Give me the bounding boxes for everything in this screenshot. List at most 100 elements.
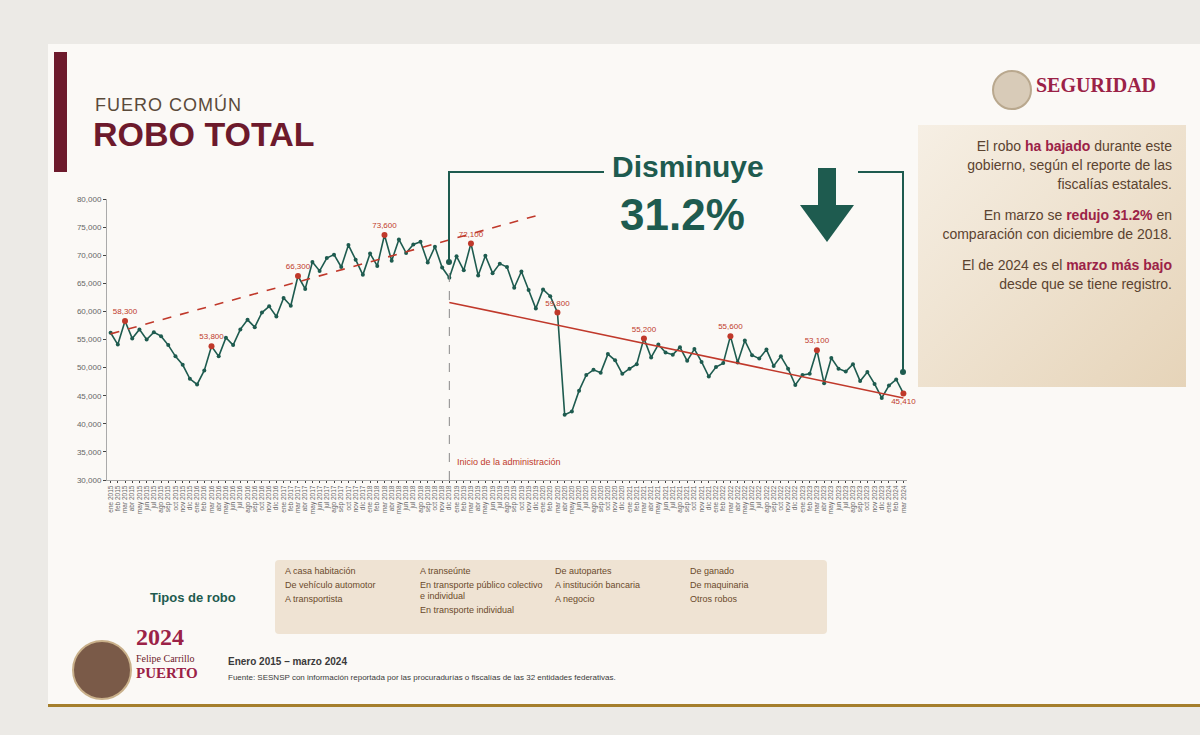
svg-text:jul 2017: jul 2017 — [323, 485, 331, 509]
svg-text:jul 2022: jul 2022 — [755, 485, 763, 509]
svg-text:55,600: 55,600 — [718, 322, 743, 331]
svg-text:dic 2017: dic 2017 — [359, 485, 366, 510]
svg-text:abr 2019: abr 2019 — [474, 485, 481, 511]
svg-text:ago 2019: ago 2019 — [503, 485, 511, 512]
svg-text:ago 2017: ago 2017 — [330, 485, 338, 512]
svg-text:may 2019: may 2019 — [481, 485, 489, 514]
svg-text:80,000: 80,000 — [77, 195, 102, 204]
svg-text:jun 2020: jun 2020 — [575, 485, 583, 511]
svg-text:feb 2023: feb 2023 — [806, 485, 813, 511]
svg-text:ene 2023: ene 2023 — [799, 485, 806, 512]
svg-text:nov 2016: nov 2016 — [265, 485, 272, 512]
svg-text:ago 2022: ago 2022 — [763, 485, 771, 512]
svg-text:sep 2018: sep 2018 — [424, 485, 432, 512]
svg-text:sep 2017: sep 2017 — [337, 485, 345, 512]
svg-text:feb 2018: feb 2018 — [373, 485, 380, 511]
svg-text:ene 2016: ene 2016 — [193, 485, 200, 512]
svg-text:jun 2018: jun 2018 — [402, 485, 410, 511]
svg-text:oct 2017: oct 2017 — [345, 485, 352, 510]
svg-text:mar 2021: mar 2021 — [640, 485, 647, 513]
svg-text:ene 2020: ene 2020 — [539, 485, 546, 512]
svg-text:may 2021: may 2021 — [654, 485, 662, 514]
svg-text:feb 2016: feb 2016 — [200, 485, 207, 511]
svg-text:abr 2017: abr 2017 — [301, 485, 308, 511]
svg-text:45,410: 45,410 — [891, 397, 916, 406]
svg-text:abr 2016: abr 2016 — [215, 485, 222, 511]
svg-text:feb 2015: feb 2015 — [114, 485, 121, 511]
svg-text:may 2017: may 2017 — [309, 485, 317, 514]
svg-text:oct 2019: oct 2019 — [518, 485, 525, 510]
svg-text:72,100: 72,100 — [459, 230, 484, 239]
svg-text:mar 2020: mar 2020 — [554, 485, 561, 513]
svg-text:dic 2018: dic 2018 — [445, 485, 452, 510]
svg-text:oct 2015: oct 2015 — [172, 485, 179, 510]
svg-text:may 2016: may 2016 — [222, 485, 230, 514]
svg-text:ago 2020: ago 2020 — [590, 485, 598, 512]
svg-text:45,000: 45,000 — [77, 392, 102, 401]
svg-text:59,800: 59,800 — [545, 299, 570, 308]
svg-text:mar 2019: mar 2019 — [467, 485, 474, 513]
svg-text:jul 2021: jul 2021 — [669, 485, 677, 509]
svg-text:jul 2020: jul 2020 — [582, 485, 590, 509]
svg-text:jul 2019: jul 2019 — [496, 485, 504, 509]
svg-text:abr 2021: abr 2021 — [647, 485, 654, 511]
svg-text:sep 2023: sep 2023 — [856, 485, 864, 512]
svg-text:75,000: 75,000 — [77, 223, 102, 232]
svg-text:ago 2016: ago 2016 — [244, 485, 252, 512]
svg-text:73,600: 73,600 — [372, 221, 397, 230]
svg-text:ago 2021: ago 2021 — [676, 485, 684, 512]
svg-text:dic 2023: dic 2023 — [878, 485, 885, 510]
svg-text:nov 2022: nov 2022 — [784, 485, 791, 512]
svg-text:mar 2024: mar 2024 — [900, 485, 907, 513]
svg-text:nov 2017: nov 2017 — [352, 485, 359, 512]
svg-text:abr 2015: abr 2015 — [128, 485, 135, 511]
svg-text:feb 2020: feb 2020 — [546, 485, 553, 511]
svg-text:abr 2020: abr 2020 — [561, 485, 568, 511]
svg-text:may 2023: may 2023 — [827, 485, 835, 514]
svg-text:70,000: 70,000 — [77, 251, 102, 260]
svg-text:dic 2016: dic 2016 — [272, 485, 279, 510]
svg-text:feb 2021: feb 2021 — [633, 485, 640, 511]
svg-text:ago 2015: ago 2015 — [157, 485, 165, 512]
svg-text:abr 2023: abr 2023 — [820, 485, 827, 511]
svg-text:nov 2023: nov 2023 — [871, 485, 878, 512]
svg-text:Inicio de la administración: Inicio de la administración — [457, 457, 561, 467]
svg-text:53,100: 53,100 — [805, 336, 830, 345]
svg-text:ene 2017: ene 2017 — [280, 485, 287, 512]
svg-text:53,800: 53,800 — [199, 332, 224, 341]
svg-text:sep 2022: sep 2022 — [770, 485, 778, 512]
svg-text:oct 2022: oct 2022 — [777, 485, 784, 510]
svg-text:nov 2019: nov 2019 — [525, 485, 532, 512]
svg-text:ago 2023: ago 2023 — [849, 485, 857, 512]
svg-text:jul 2018: jul 2018 — [409, 485, 417, 509]
svg-text:dic 2022: dic 2022 — [791, 485, 798, 510]
svg-text:ene 2021: ene 2021 — [626, 485, 633, 512]
svg-text:40,000: 40,000 — [77, 420, 102, 429]
svg-text:sep 2015: sep 2015 — [164, 485, 172, 512]
svg-text:ene 2024: ene 2024 — [885, 485, 892, 512]
svg-text:66,300: 66,300 — [286, 262, 311, 271]
svg-text:65,000: 65,000 — [77, 279, 102, 288]
svg-text:mar 2018: mar 2018 — [381, 485, 388, 513]
svg-text:dic 2015: dic 2015 — [186, 485, 193, 510]
svg-text:50,000: 50,000 — [77, 363, 102, 372]
svg-text:jun 2021: jun 2021 — [662, 485, 670, 511]
svg-text:55,200: 55,200 — [632, 325, 657, 334]
svg-text:mar 2017: mar 2017 — [294, 485, 301, 513]
svg-text:dic 2020: dic 2020 — [618, 485, 625, 510]
svg-text:ene 2019: ene 2019 — [453, 485, 460, 512]
svg-text:oct 2018: oct 2018 — [431, 485, 438, 510]
svg-text:jun 2023: jun 2023 — [835, 485, 843, 511]
svg-text:may 2022: may 2022 — [741, 485, 749, 514]
svg-text:sep 2016: sep 2016 — [251, 485, 259, 512]
svg-text:jun 2015: jun 2015 — [143, 485, 151, 511]
svg-text:feb 2022: feb 2022 — [719, 485, 726, 511]
svg-text:sep 2019: sep 2019 — [510, 485, 518, 512]
svg-text:dic 2019: dic 2019 — [532, 485, 539, 510]
svg-text:ene 2022: ene 2022 — [712, 485, 719, 512]
svg-text:jun 2017: jun 2017 — [316, 485, 324, 511]
svg-text:ene 2018: ene 2018 — [366, 485, 373, 512]
svg-text:jul 2023: jul 2023 — [842, 485, 850, 509]
svg-text:oct 2023: oct 2023 — [863, 485, 870, 510]
svg-text:jun 2019: jun 2019 — [489, 485, 497, 511]
